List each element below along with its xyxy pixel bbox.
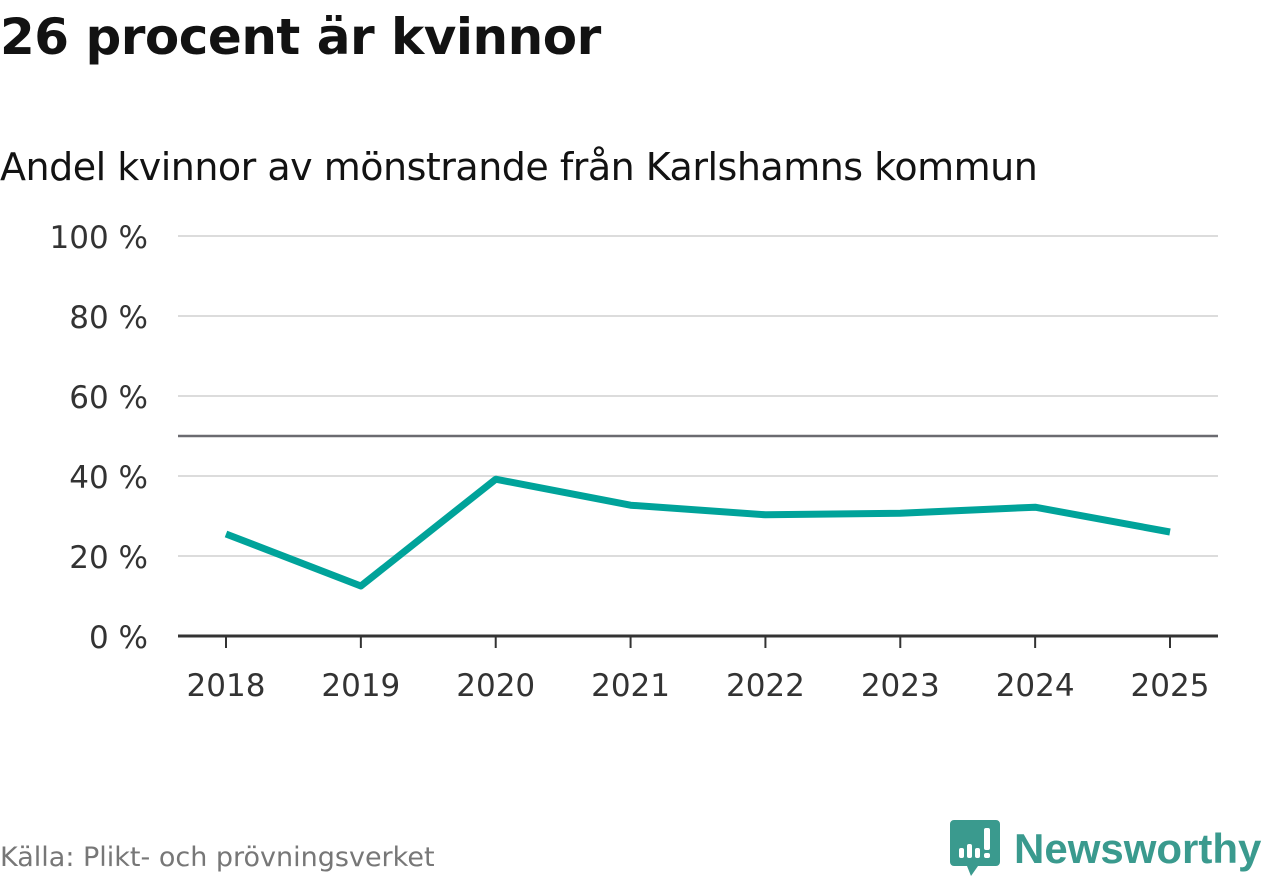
x-tick-label: 2021 — [591, 668, 670, 704]
source-note: Källa: Plikt- och prövningsverket — [0, 842, 435, 873]
newsworthy-logo-icon — [950, 820, 1000, 876]
newsworthy-logo: Newsworthy — [950, 820, 1261, 878]
y-tick-label: 0 % — [89, 620, 148, 656]
y-tick-label: 60 % — [69, 380, 148, 416]
series-line — [224, 475, 1171, 590]
y-tick-label: 40 % — [69, 460, 148, 496]
x-tick-label: 2023 — [861, 668, 940, 704]
x-tick-label: 2022 — [726, 668, 805, 704]
x-tick-label: 2024 — [996, 668, 1075, 704]
chart-title: 26 procent är kvinnor — [0, 8, 601, 66]
logo-text: Newsworthy — [1014, 825, 1262, 872]
chart-subtitle: Andel kvinnor av mönstrande från Karlsha… — [0, 145, 1038, 189]
y-tick-label: 80 % — [69, 300, 148, 336]
x-tick-label: 2025 — [1131, 668, 1210, 704]
y-tick-label: 100 % — [50, 220, 148, 256]
y-tick-label: 20 % — [69, 540, 148, 576]
x-tick-label: 2020 — [456, 668, 535, 704]
x-tick-label: 2019 — [321, 668, 400, 704]
x-tick-label: 2018 — [187, 668, 266, 704]
